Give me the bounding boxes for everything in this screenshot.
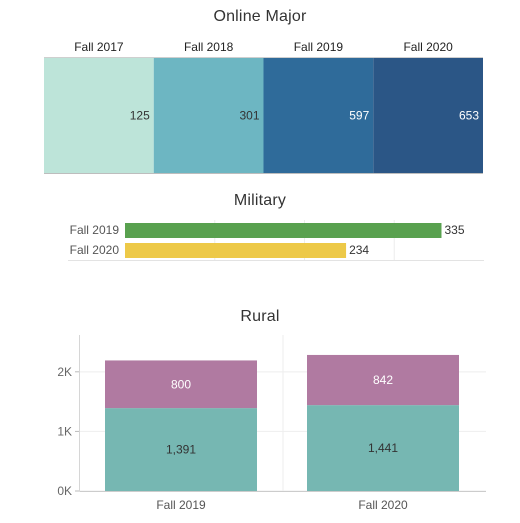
value-tile	[263, 58, 374, 173]
value-label: 1,441	[368, 441, 398, 455]
value-label: 800	[171, 377, 191, 391]
bar	[125, 243, 347, 258]
value-tile	[373, 58, 483, 173]
column-header: Fall 2020	[403, 40, 453, 54]
x-tick-label: Fall 2020	[358, 498, 408, 512]
rural-chart: 0K 1K 2K 1,391 800 Fall 2019 1,441 842 Fall 2020	[57, 335, 486, 512]
stacked-bar-segment	[307, 405, 459, 491]
x-tick-label: Fall 2019	[156, 498, 206, 512]
value-tile	[153, 58, 264, 173]
rural-title: Rural	[240, 308, 280, 325]
value-label: 653	[459, 109, 479, 123]
value-label: 335	[444, 223, 464, 237]
column-header: Fall 2017	[74, 40, 124, 54]
value-label: 597	[349, 109, 369, 123]
stacked-bar-segment	[105, 408, 257, 491]
value-label: 1,391	[166, 443, 196, 457]
military-chart: Fall 2019 335 Fall 2020 234	[68, 220, 484, 261]
military-title: Military	[233, 192, 287, 209]
category-label: Fall 2019	[70, 223, 120, 237]
stacked-bar-segment	[307, 354, 459, 406]
y-tick-label: 0K	[57, 484, 72, 498]
bar	[125, 223, 442, 238]
value-label: 842	[373, 373, 393, 387]
category-label: Fall 2020	[70, 243, 120, 257]
value-label: 234	[349, 243, 369, 257]
value-label: 125	[130, 109, 150, 123]
value-tile	[44, 58, 154, 173]
stacked-bar-segment	[105, 360, 257, 409]
y-tick-label: 2K	[57, 365, 72, 379]
online-major-title: Online Major	[213, 8, 307, 25]
value-label: 301	[239, 109, 259, 123]
online-major-chart: Fall 2017 125 Fall 2018 301 Fall 2019 597 Fall…	[44, 40, 483, 174]
column-header: Fall 2018	[184, 40, 234, 54]
column-header: Fall 2019	[294, 40, 344, 54]
y-tick-label: 1K	[57, 424, 72, 438]
